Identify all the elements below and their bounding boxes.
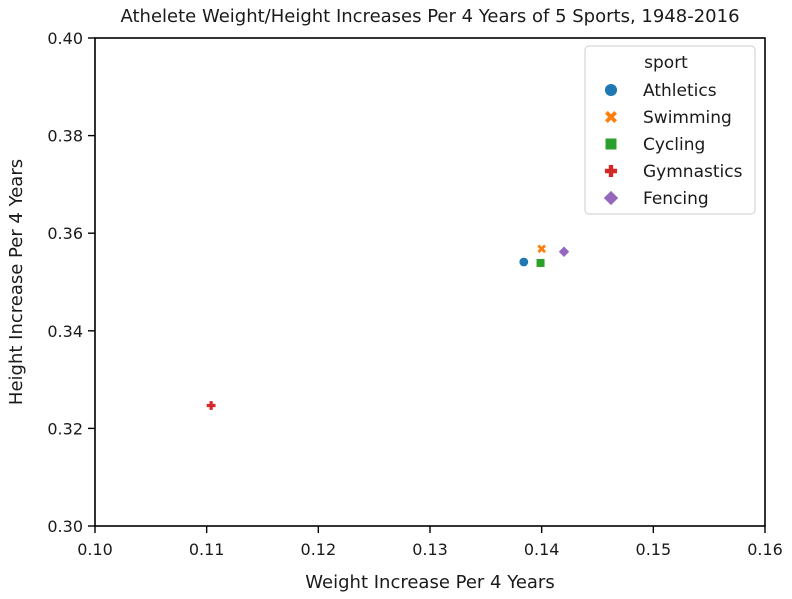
x-tick-label: 0.12 (301, 540, 337, 559)
legend-marker-swimming (605, 111, 617, 123)
point-gymnastics (206, 401, 216, 410)
point-fencing (558, 246, 570, 257)
point-cycling (536, 258, 545, 267)
point-swimming (537, 244, 547, 254)
x-tick-label: 0.10 (77, 540, 113, 559)
y-tick-label: 0.38 (47, 127, 83, 146)
point-athletics (519, 257, 529, 267)
y-tick-label: 0.40 (47, 29, 83, 48)
plot-area: 0.10 0.11 0.12 0.13 0.14 0.15 0.16 0.30 0.32 0.34… (47, 29, 782, 559)
legend-label-cycling: Cycling (643, 135, 705, 155)
legend-label-fencing: Fencing (643, 189, 709, 209)
x-axis-label: Weight Increase Per 4 Years (305, 572, 554, 593)
x-tick-label: 0.15 (636, 540, 672, 559)
y-tick-label: 0.36 (47, 224, 83, 243)
y-tick-label: 0.32 (47, 419, 83, 438)
legend: sport Athletics Swimming Cycling Gymnastics F… (584, 45, 756, 215)
legend-marker-fencing (603, 190, 619, 206)
y-axis-label: Height Increase Per 4 Years (6, 159, 27, 405)
legend-label-gymnastics: Gymnastics (643, 162, 743, 182)
legend-marker-cycling (605, 138, 617, 150)
legend-label-athletics: Athletics (643, 81, 717, 101)
x-tick-label: 0.16 (747, 540, 783, 559)
legend-marker-athletics (604, 83, 618, 97)
x-tick-label: 0.11 (189, 540, 225, 559)
legend-marker-gymnastics (604, 164, 618, 178)
y-tick-label: 0.34 (47, 322, 83, 341)
legend-label-swimming: Swimming (643, 108, 732, 128)
legend-title: sport (644, 53, 688, 73)
legend-box (584, 45, 756, 215)
x-tick-label: 0.14 (524, 540, 560, 559)
y-tick-label: 0.30 (47, 517, 83, 536)
x-tick-label: 0.13 (412, 540, 448, 559)
chart-title: Athelete Weight/Height Increases Per 4 Y… (120, 6, 739, 27)
